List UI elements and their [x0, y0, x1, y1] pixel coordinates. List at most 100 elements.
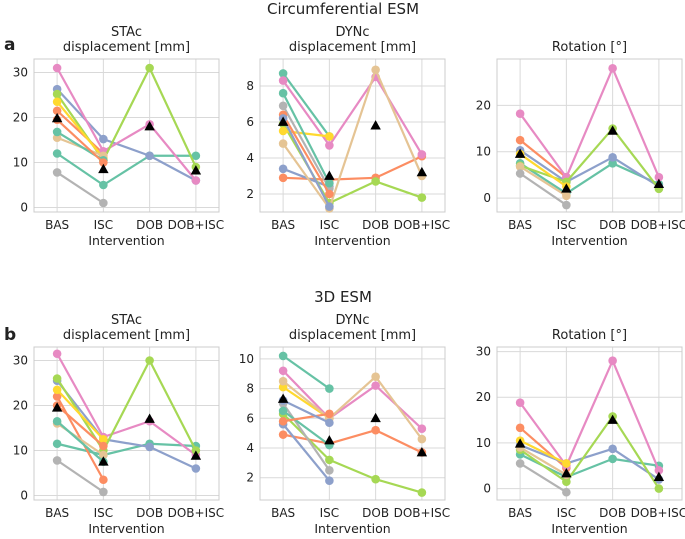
row-title-3d: 3D ESM	[314, 288, 372, 306]
data-point	[52, 392, 62, 401]
series-line	[519, 172, 567, 206]
x-tick-label: DOB	[599, 218, 626, 232]
series-line	[56, 109, 105, 155]
mean-marker	[514, 438, 526, 448]
series-line	[56, 152, 196, 187]
series-line	[282, 72, 331, 138]
y-tick-label: 30	[476, 345, 491, 359]
chart-title: Rotation [°]	[552, 40, 627, 55]
x-tick-label: DOB	[136, 218, 163, 232]
chart-title: STAc	[111, 25, 142, 40]
chart-5: 2 4 6 8 10 BAS ISC DOB DOB+ISC Intervention DYNcdi…	[239, 313, 450, 536]
x-axis-label: Intervention	[551, 233, 627, 248]
series-6	[52, 385, 108, 444]
data-point	[145, 442, 154, 452]
data-point	[99, 158, 108, 167]
y-tick-label: 4	[246, 441, 254, 455]
x-tick-label: ISC	[320, 218, 340, 232]
data-point	[417, 424, 427, 433]
mean-marker	[561, 468, 572, 478]
x-tick-label: ISC	[320, 506, 340, 520]
data-point	[371, 381, 380, 390]
data-point	[278, 416, 288, 426]
data-point	[325, 409, 334, 419]
mean-marker	[51, 402, 63, 412]
x-axis-label: Intervention	[88, 233, 164, 248]
chart-3: 0 10 20 BAS ISC DOB DOB+ISC Intervention Rotatio…	[476, 40, 685, 248]
series-line	[56, 118, 105, 164]
data-point	[608, 63, 617, 73]
chart-title: displacement [mm]	[289, 328, 416, 343]
series-9	[278, 88, 334, 188]
data-point	[325, 189, 334, 199]
mean-marker	[416, 166, 428, 177]
data-point	[325, 132, 334, 141]
x-tick-label: BAS	[271, 218, 295, 232]
data-point	[145, 151, 154, 161]
x-axis-label: Intervention	[88, 521, 164, 536]
data-point	[145, 356, 154, 365]
data-point	[325, 476, 334, 485]
chart-title: displacement [mm]	[63, 328, 190, 343]
mean-marker	[190, 450, 202, 460]
plot-frame	[259, 346, 446, 501]
series-line	[519, 446, 567, 476]
mean-marker	[653, 471, 665, 482]
mean-marker	[277, 393, 289, 403]
data-point	[52, 168, 62, 177]
data-point	[278, 126, 288, 136]
y-tick-label: 0	[483, 482, 491, 496]
data-point	[325, 465, 334, 475]
data-point	[52, 127, 62, 137]
data-point	[52, 89, 62, 99]
series-line	[282, 114, 331, 195]
x-tick-label: BAS	[45, 218, 69, 232]
y-tick-label: 30	[13, 66, 28, 80]
series-line	[282, 412, 330, 423]
data-point	[99, 134, 108, 144]
series-1	[278, 351, 334, 393]
series-10	[52, 115, 108, 167]
data-point	[515, 398, 525, 408]
data-point	[52, 374, 62, 383]
series-line	[519, 139, 568, 179]
data-point	[191, 464, 201, 473]
data-point	[562, 200, 571, 210]
data-point	[325, 141, 334, 150]
series-line	[519, 153, 568, 188]
series-3	[52, 376, 201, 473]
data-point	[417, 193, 427, 202]
chart-title: STAc	[111, 313, 142, 328]
x-tick-label: DOB	[362, 506, 389, 520]
x-tick-label: DOB	[362, 218, 389, 232]
data-point	[515, 423, 525, 433]
data-point	[52, 63, 62, 73]
y-tick-label: 8	[246, 79, 254, 93]
data-point	[562, 191, 571, 201]
data-point	[608, 454, 617, 464]
series-8	[515, 459, 571, 497]
chart-title: displacement [mm]	[63, 40, 190, 55]
mean-marker	[324, 435, 335, 445]
y-tick-label: 20	[476, 98, 491, 112]
plot-frame	[496, 346, 683, 501]
mean-marker	[607, 414, 618, 424]
data-point	[99, 441, 108, 451]
x-tick-label: DOB	[599, 506, 626, 520]
y-tick-label: 2	[246, 187, 254, 201]
data-point	[608, 356, 617, 366]
data-point	[52, 416, 62, 426]
series-line	[519, 462, 567, 494]
series-line	[56, 420, 105, 463]
mean-marker	[561, 183, 572, 193]
series-8	[52, 168, 108, 208]
x-tick-label: BAS	[271, 506, 295, 520]
y-tick-label: 10	[13, 156, 28, 170]
data-point	[99, 450, 108, 460]
data-point	[515, 162, 525, 171]
y-tick-label: 2	[246, 471, 254, 485]
x-tick-label: ISC	[94, 506, 114, 520]
series-line	[519, 67, 660, 179]
data-point	[278, 101, 288, 111]
y-tick-label: 20	[13, 111, 28, 125]
